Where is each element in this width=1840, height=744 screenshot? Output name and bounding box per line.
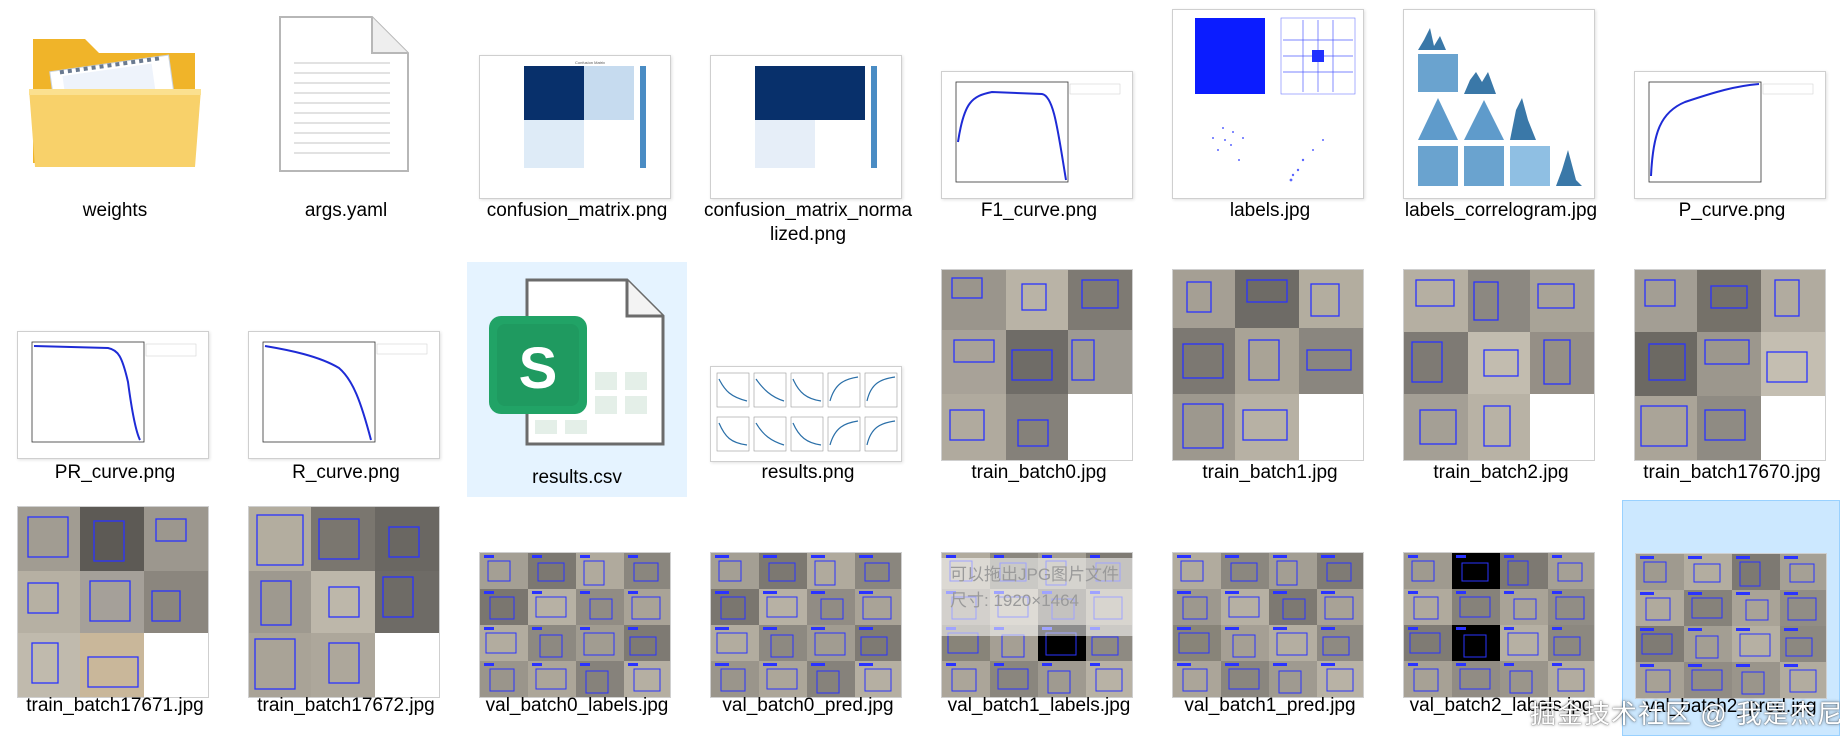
confusion-matrix-thumbnail [710,55,902,199]
file-item-p-curve[interactable]: P_curve.png [1622,5,1840,235]
file-name: val_batch2_pred.jpg [1645,696,1817,717]
photo-mosaic-thumbnail [941,269,1133,461]
photo-mosaic-thumbnail [248,506,440,698]
spreadsheet-icon: S [487,276,667,448]
file-item-train-batch17670[interactable]: train_batch17670.jpg [1622,267,1840,497]
watermark: 掘金技术社区 @ 我是杰尼 [1530,699,1840,729]
file-name: val_batch0_labels.jpg [485,695,669,716]
confusion-matrix-thumbnail: Confusion Matrix [479,55,671,199]
file-name: confusion_matrix.png [486,200,668,221]
correlogram-thumbnail [1403,9,1595,199]
file-name: train_batch17670.jpg [1643,462,1821,483]
results-grid-thumbnail [710,366,902,462]
photo-mosaic-thumbnail [479,552,671,698]
file-item-pr-curve[interactable]: PR_curve.png [5,267,225,497]
file-item-results-csv[interactable]: S results.csv [467,262,687,497]
file-name: train_batch2.jpg [1433,462,1569,483]
file-item-labels[interactable]: labels.jpg [1160,5,1380,235]
folder-icon [25,25,205,175]
tooltip-line: 尺寸: 1920×1464 [950,591,1080,610]
file-item-confusion-matrix-normalized[interactable]: confusion_matrix_normalized.png [698,5,918,245]
photo-mosaic-thumbnail [1172,269,1364,461]
file-name: labels.jpg [1229,200,1311,221]
file-item-args-yaml[interactable]: args.yaml [236,5,456,235]
file-item-train-batch0[interactable]: train_batch0.jpg [929,267,1149,497]
file-item-val-batch0-labels[interactable]: val_batch0_labels.jpg [467,500,687,730]
file-item-val-batch0-pred[interactable]: val_batch0_pred.jpg [698,500,918,730]
file-name: train_batch17671.jpg [26,695,204,716]
file-item-val-batch1-pred[interactable]: val_batch1_pred.jpg [1160,500,1380,730]
photo-mosaic-thumbnail [1634,269,1826,461]
file-name: train_batch17672.jpg [257,695,435,716]
file-name: P_curve.png [1678,200,1786,221]
svg-text:S: S [519,336,558,401]
file-item-results-png[interactable]: results.png [698,267,918,497]
photo-mosaic-thumbnail [1403,552,1595,698]
photo-mosaic-thumbnail [1172,552,1364,698]
file-item-f1-curve[interactable]: F1_curve.png [929,5,1149,235]
file-item-val-batch2-pred[interactable]: val_batch2_pred.jpg [1622,500,1840,736]
photo-mosaic-thumbnail [17,506,209,698]
file-name: results.csv [532,467,622,488]
file-name: val_batch0_pred.jpg [722,695,894,716]
drag-tooltip: 可以拖出JPG图片文件 尺寸: 1920×1464 [940,558,1170,636]
file-item-train-batch17671[interactable]: train_batch17671.jpg [5,500,225,730]
file-name: val_batch1_labels.jpg [947,695,1131,716]
file-item-train-batch17672[interactable]: train_batch17672.jpg [236,500,456,730]
file-item-train-batch1[interactable]: train_batch1.jpg [1160,267,1380,497]
file-name: PR_curve.png [54,462,176,483]
file-item-weights[interactable]: weights [5,5,225,235]
curve-thumbnail [941,71,1133,199]
file-item-r-curve[interactable]: R_curve.png [236,267,456,497]
curve-thumbnail [1634,71,1826,199]
file-item-train-batch2[interactable]: train_batch2.jpg [1391,267,1611,497]
curve-thumbnail [248,331,440,459]
file-name: confusion_matrix_normalized.png [703,200,913,245]
photo-mosaic-thumbnail [710,552,902,698]
tooltip-line: 可以拖出JPG图片文件 [950,565,1120,584]
file-name: train_batch0.jpg [971,462,1107,483]
file-name: args.yaml [304,200,388,221]
photo-mosaic-thumbnail [1403,269,1595,461]
file-item-labels-correlogram[interactable]: labels_correlogram.jpg [1391,5,1611,235]
file-name: results.png [761,462,855,483]
file-name: F1_curve.png [980,200,1098,221]
curve-thumbnail [17,331,209,459]
file-item-confusion-matrix[interactable]: Confusion Matrix confusion_matrix.png [467,5,687,235]
svg-text:Confusion Matrix: Confusion Matrix [575,60,605,65]
file-name: weights [82,200,148,221]
document-icon [278,15,410,173]
labels-thumbnail [1172,9,1364,199]
file-name: val_batch1_pred.jpg [1184,695,1356,716]
file-name: labels_correlogram.jpg [1404,200,1598,221]
photo-mosaic-thumbnail [1635,553,1827,699]
file-name: R_curve.png [292,462,400,483]
file-name: train_batch1.jpg [1202,462,1338,483]
file-item-val-batch2-labels[interactable]: val_batch2_labels.jpg [1391,500,1611,730]
file-name: val_batch2_labels.jpg [1409,695,1593,716]
